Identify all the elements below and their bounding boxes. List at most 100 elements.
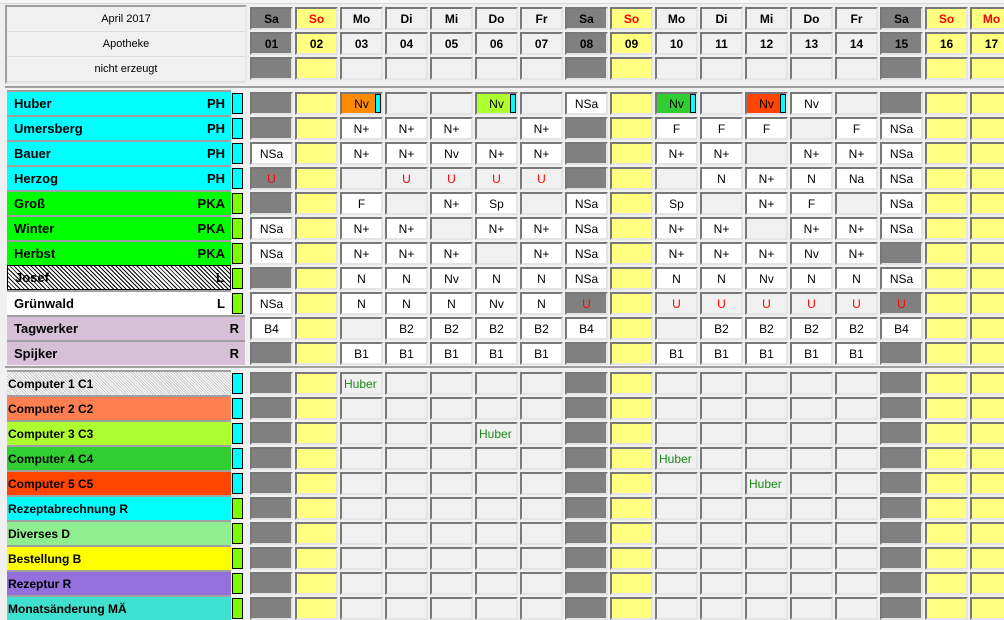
- shift-cell[interactable]: NSa: [880, 142, 923, 165]
- resource-cell[interactable]: [700, 422, 743, 445]
- shift-cell[interactable]: N: [790, 167, 833, 190]
- date-header[interactable]: 06: [475, 32, 518, 55]
- shift-cell[interactable]: F: [340, 192, 383, 215]
- resource-cell[interactable]: [790, 597, 833, 620]
- shift-cell[interactable]: Nv: [430, 142, 473, 165]
- resource-cell[interactable]: [880, 422, 923, 445]
- shift-cell[interactable]: [700, 192, 743, 215]
- resource-cell[interactable]: [250, 597, 293, 620]
- shift-cell[interactable]: N+: [835, 242, 878, 265]
- resource-cell[interactable]: [610, 447, 653, 470]
- shift-cell[interactable]: [610, 117, 653, 140]
- resource-label[interactable]: Computer 5 C5: [7, 470, 231, 495]
- shift-cell[interactable]: B1: [520, 342, 563, 365]
- shift-cell[interactable]: U: [790, 292, 833, 315]
- shift-cell[interactable]: B2: [745, 317, 788, 340]
- resource-label[interactable]: Rezeptabrechnung R: [7, 495, 231, 520]
- resource-cell[interactable]: [295, 497, 338, 520]
- shift-cell[interactable]: N+: [340, 117, 383, 140]
- color-marker[interactable]: [232, 498, 243, 519]
- resource-cell[interactable]: [925, 422, 968, 445]
- shift-cell[interactable]: [340, 167, 383, 190]
- shift-cell[interactable]: N+: [790, 142, 833, 165]
- resource-cell[interactable]: [340, 472, 383, 495]
- shift-cell[interactable]: B4: [880, 317, 923, 340]
- shift-cell[interactable]: F: [700, 117, 743, 140]
- shift-cell[interactable]: B1: [385, 342, 428, 365]
- resource-cell[interactable]: [565, 447, 608, 470]
- date-header[interactable]: 17: [970, 32, 1004, 55]
- shift-cell[interactable]: Nv: [430, 267, 473, 290]
- resource-cell[interactable]: [970, 397, 1004, 420]
- shift-cell[interactable]: [610, 142, 653, 165]
- shift-cell[interactable]: F: [835, 117, 878, 140]
- shift-cell[interactable]: [925, 317, 968, 340]
- resource-cell[interactable]: [835, 397, 878, 420]
- shift-cell[interactable]: [385, 192, 428, 215]
- shift-cell[interactable]: [925, 267, 968, 290]
- resource-cell[interactable]: [700, 522, 743, 545]
- resource-cell[interactable]: [835, 597, 878, 620]
- shift-cell[interactable]: [925, 92, 968, 115]
- shift-cell[interactable]: [610, 342, 653, 365]
- resource-cell[interactable]: [520, 372, 563, 395]
- resource-cell[interactable]: [610, 597, 653, 620]
- date-header[interactable]: 11: [700, 32, 743, 55]
- shift-cell[interactable]: N+: [520, 217, 563, 240]
- resource-cell[interactable]: [475, 397, 518, 420]
- resource-cell[interactable]: [475, 497, 518, 520]
- resource-cell[interactable]: [565, 397, 608, 420]
- resource-cell[interactable]: [340, 497, 383, 520]
- shift-cell[interactable]: B2: [700, 317, 743, 340]
- resource-cell[interactable]: [880, 547, 923, 570]
- staff-label[interactable]: Tagwerker R: [7, 315, 245, 340]
- date-header[interactable]: 16: [925, 32, 968, 55]
- resource-cell[interactable]: [925, 472, 968, 495]
- resource-cell[interactable]: [565, 547, 608, 570]
- date-header[interactable]: 04: [385, 32, 428, 55]
- shift-cell[interactable]: N+: [520, 242, 563, 265]
- shift-cell[interactable]: U: [880, 292, 923, 315]
- color-marker[interactable]: [232, 423, 243, 444]
- staff-label[interactable]: Winter PKA: [7, 215, 231, 240]
- resource-cell[interactable]: [835, 522, 878, 545]
- color-marker[interactable]: [232, 373, 243, 394]
- shift-cell[interactable]: [880, 342, 923, 365]
- resource-cell[interactable]: [925, 572, 968, 595]
- shift-cell[interactable]: N: [340, 292, 383, 315]
- shift-cell[interactable]: [295, 342, 338, 365]
- date-header[interactable]: 13: [790, 32, 833, 55]
- shift-cell[interactable]: B1: [475, 342, 518, 365]
- resource-cell[interactable]: Huber: [340, 372, 383, 395]
- shift-cell[interactable]: B2: [835, 317, 878, 340]
- resource-cell[interactable]: [790, 547, 833, 570]
- shift-cell[interactable]: Nv: [745, 92, 788, 115]
- resource-cell[interactable]: [610, 572, 653, 595]
- date-header[interactable]: 01: [250, 32, 293, 55]
- shift-cell[interactable]: N: [385, 267, 428, 290]
- shift-cell[interactable]: [835, 192, 878, 215]
- color-marker[interactable]: [232, 598, 243, 619]
- resource-cell[interactable]: [340, 597, 383, 620]
- shift-cell[interactable]: [295, 317, 338, 340]
- shift-cell[interactable]: N: [835, 267, 878, 290]
- shift-cell[interactable]: NSa: [250, 242, 293, 265]
- shift-cell[interactable]: Nv: [745, 267, 788, 290]
- resource-cell[interactable]: [880, 447, 923, 470]
- resource-cell[interactable]: [700, 397, 743, 420]
- resource-cell[interactable]: [475, 572, 518, 595]
- resource-cell[interactable]: [610, 497, 653, 520]
- resource-cell[interactable]: Huber: [655, 447, 698, 470]
- resource-cell[interactable]: [475, 547, 518, 570]
- shift-cell[interactable]: N+: [835, 142, 878, 165]
- resource-cell[interactable]: [700, 472, 743, 495]
- shift-cell[interactable]: F: [790, 192, 833, 215]
- resource-cell[interactable]: [340, 572, 383, 595]
- resource-cell[interactable]: [700, 447, 743, 470]
- shift-cell[interactable]: Nv: [475, 92, 518, 115]
- color-marker[interactable]: [232, 243, 243, 264]
- shift-cell[interactable]: B2: [385, 317, 428, 340]
- resource-cell[interactable]: [385, 422, 428, 445]
- shift-cell[interactable]: [970, 267, 1004, 290]
- resource-label[interactable]: Computer 2 C2: [7, 395, 231, 420]
